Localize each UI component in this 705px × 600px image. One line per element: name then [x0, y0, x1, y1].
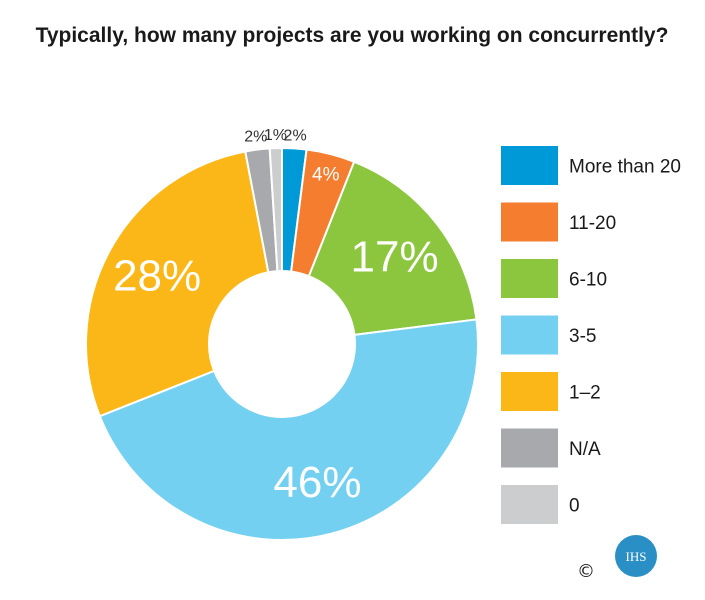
slice-label-11-20: 4% — [312, 165, 340, 186]
legend-swatch-n-a — [501, 428, 558, 468]
legend-label-6-10: 6-10 — [569, 270, 607, 291]
slice-label-1-2: 28% — [113, 251, 201, 300]
slice-3-5 — [98, 318, 479, 541]
legend-label-more-than-20: More than 20 — [569, 157, 681, 178]
legend-swatch-6-10 — [501, 259, 558, 298]
legend-label-0: 0 — [569, 496, 580, 517]
slice-6-10 — [307, 160, 478, 336]
legend-swatch-0 — [501, 485, 558, 524]
chart-title: Typically, how many projects are you wor… — [36, 24, 669, 47]
legend: More than 20 11-20 6-10 3-5 1–2 N/A 0 — [501, 146, 681, 524]
slice-1-2 — [85, 150, 270, 418]
donut-slices — [85, 146, 479, 541]
legend-label-3-5: 3-5 — [569, 326, 596, 347]
slice-label-3-5: 46% — [273, 458, 361, 507]
legend-swatch-3-5 — [501, 315, 558, 355]
slice-0 — [268, 146, 283, 273]
slice-label-n-a: 2% — [244, 129, 267, 146]
legend-swatch-11-20 — [501, 202, 558, 242]
slice-label-0: 1% — [264, 127, 287, 144]
legend-swatch-1-2 — [501, 372, 558, 411]
legend-swatch-more-than-20 — [501, 146, 558, 185]
slice-label-6-10: 17% — [351, 233, 439, 282]
slice-labels: 2% 4% 17% 46% 28% 2%1% — [113, 127, 439, 507]
legend-label-n-a: N/A — [569, 439, 601, 460]
slice-label-more-than-20: 2% — [284, 127, 307, 144]
ihs-logo-text: IHS — [626, 549, 647, 564]
copyright-symbol: © — [577, 561, 595, 582]
legend-label-11-20: 11-20 — [569, 213, 616, 234]
ihs-logo: IHS — [615, 535, 657, 577]
ihs-logo-circle — [615, 535, 657, 577]
legend-label-1-2: 1–2 — [569, 383, 601, 404]
